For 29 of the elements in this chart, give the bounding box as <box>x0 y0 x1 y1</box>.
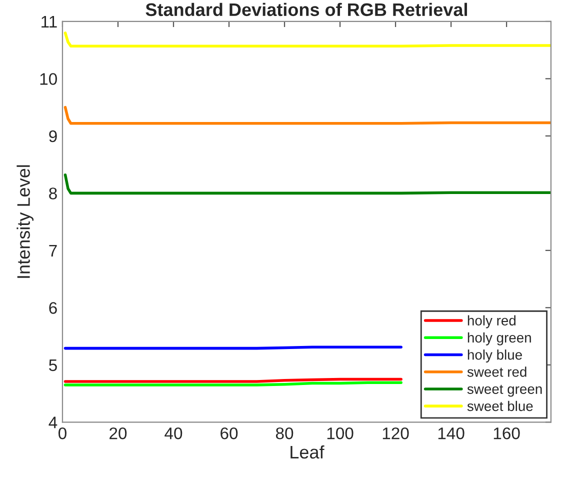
x-axis-title: Leaf <box>290 445 324 459</box>
x-tick-label: 40 <box>164 427 182 440</box>
y-axis-title: Intensity Level <box>16 165 34 278</box>
x-tick-label: 80 <box>276 427 294 440</box>
x-tick-label: 140 <box>438 427 464 440</box>
y-tick-label: 4 <box>48 416 58 428</box>
chart-title: Standard Deviations of RGB Retrieval <box>146 2 467 16</box>
line-series <box>64 173 551 195</box>
y-tick-label: 6 <box>49 302 57 314</box>
x-tick-label: 60 <box>220 427 238 440</box>
legend-label: sweet green <box>467 384 542 397</box>
x-tick-label: 0 <box>58 427 66 440</box>
x-tick-label: 120 <box>382 427 409 440</box>
legend-label: holy blue <box>468 350 522 362</box>
x-tick-label: 20 <box>110 427 127 440</box>
legend-label: holy green <box>468 332 531 346</box>
y-tick-label: 11 <box>42 16 57 28</box>
y-tick-label: 8 <box>49 188 57 200</box>
line-series <box>64 106 551 125</box>
legend-label: holy red <box>468 315 516 328</box>
legend-label: sweet red <box>467 366 526 377</box>
y-tick-label: 10 <box>40 73 57 85</box>
y-tick-label: 7 <box>49 245 57 256</box>
x-tick-label: 160 <box>494 427 520 440</box>
y-tick-label: 9 <box>49 130 57 142</box>
line-series <box>64 32 551 48</box>
x-tick-label: 100 <box>327 427 354 440</box>
legend-label: sweet blue <box>467 400 533 412</box>
y-tick-label: 5 <box>49 359 57 372</box>
